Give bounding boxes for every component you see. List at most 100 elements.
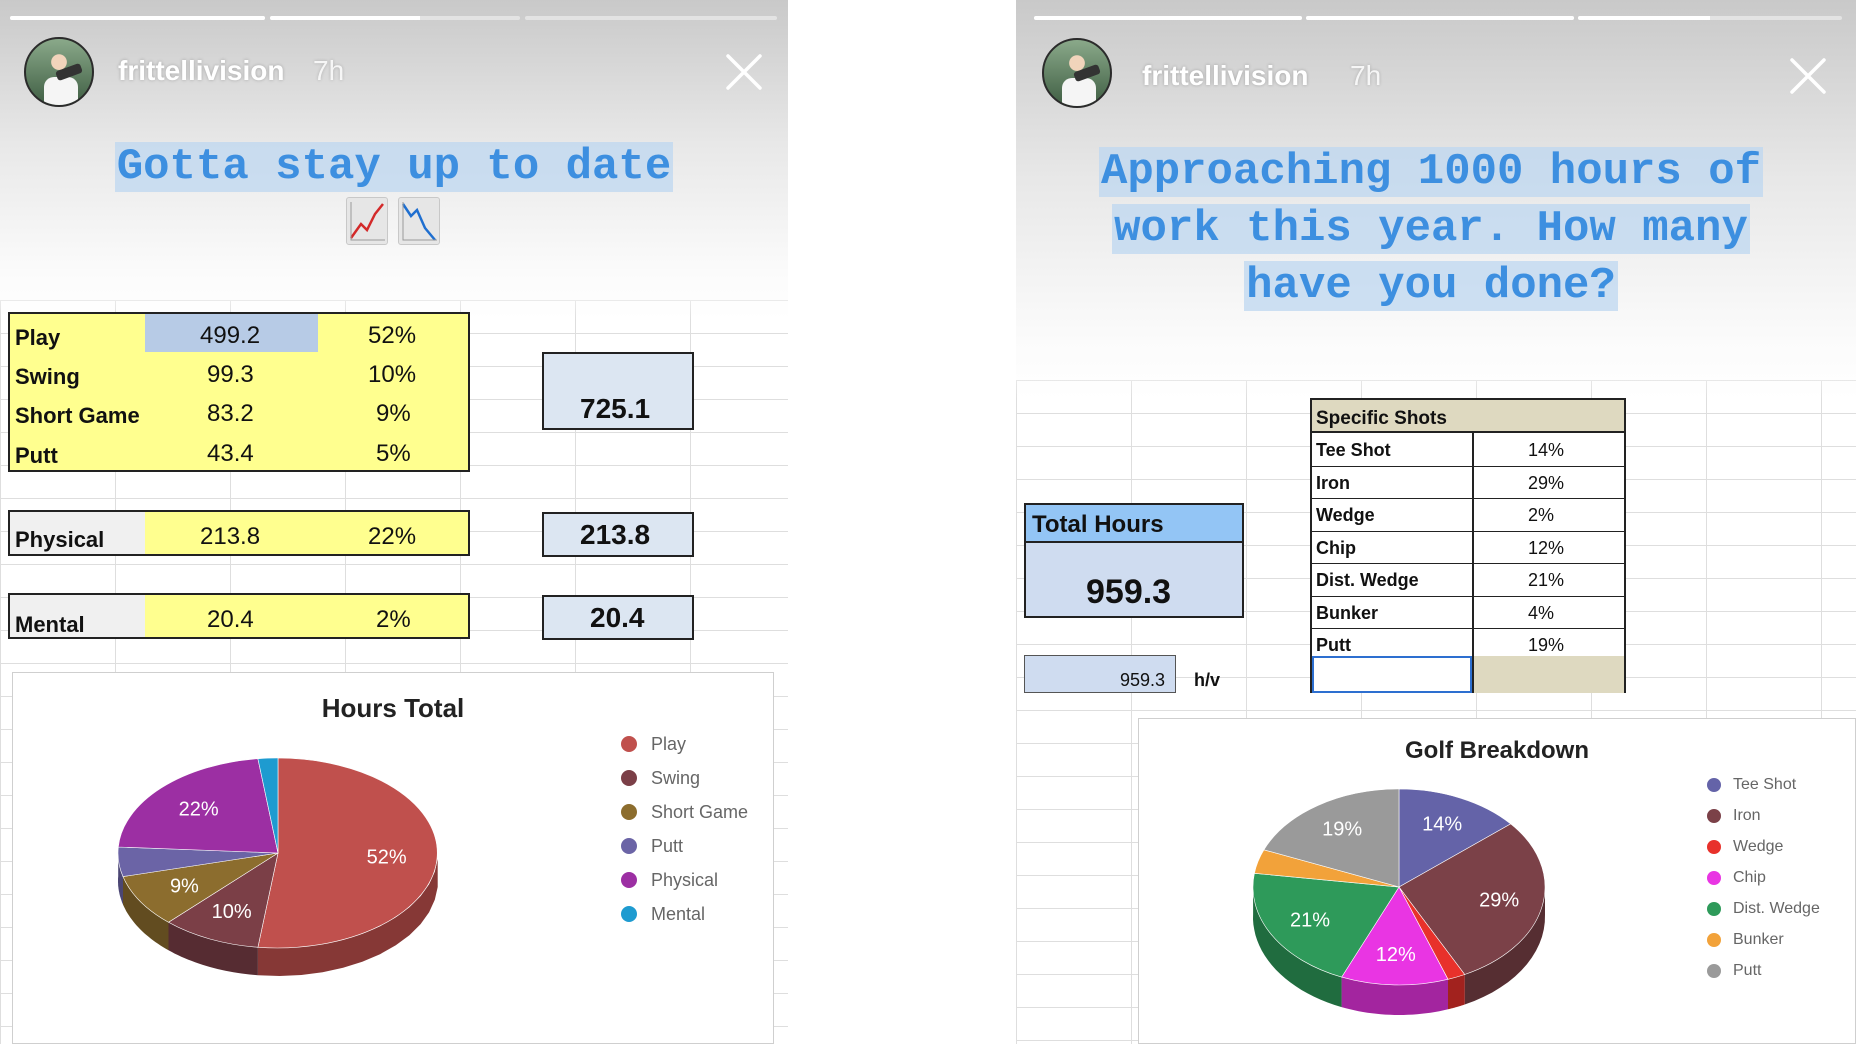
legend-swatch (621, 872, 637, 888)
total-hours-label: Total Hours (1032, 511, 1164, 538)
table-row-value: 4% (1528, 602, 1555, 623)
story-header-gradient (1016, 0, 1856, 400)
pie-chart: 14% 29% 12% 21% 19% (1252, 789, 1546, 1015)
total-hours-box (1024, 541, 1244, 618)
table-header: Specific Shots (1316, 408, 1447, 429)
username[interactable]: frittellivision (1142, 60, 1309, 91)
row-label: Play (15, 325, 61, 350)
legend-swatch (1707, 808, 1721, 823)
row-hours: 499.2 (200, 322, 261, 349)
pie-slice-short-game (122, 852, 279, 923)
row-pct: 10% (368, 361, 417, 388)
story-caption: Gotta stay up to date (114, 142, 674, 192)
pie-slice-side (168, 922, 258, 976)
legend-item: Bunker (1707, 924, 1820, 955)
legend-swatch (621, 838, 637, 854)
table-row-value: 14% (1528, 440, 1565, 460)
legend-swatch (1707, 932, 1721, 947)
row-hours: 43.4 (207, 440, 254, 467)
story-progress-segment (1034, 16, 1302, 20)
pie-data-label: 22% (179, 798, 219, 820)
legend-label: Dist. Wedge (1733, 899, 1820, 917)
legend-label: Putt (651, 835, 684, 856)
legend-label: Putt (1733, 961, 1762, 979)
legend-label: Tee Shot (1733, 775, 1797, 793)
total-hours-value: 959.3 (1086, 573, 1172, 611)
legend-label: Iron (1733, 806, 1761, 824)
pie-slice-side (1448, 974, 1465, 1010)
legend-label: Physical (651, 869, 719, 890)
pie-slice-dist-wedge (1252, 872, 1400, 978)
pie-data-label: 12% (1376, 944, 1416, 966)
story-progress-segment (525, 16, 777, 20)
pie-slice-side (1253, 884, 1342, 1008)
chart-legend: Tee Shot Iron Wedge Chip Dist. Wedge Bunker Pu… (1707, 769, 1820, 986)
total-value: 725.1 (580, 393, 651, 424)
total-box (542, 352, 694, 430)
legend-item: Dist. Wedge (1707, 893, 1820, 924)
pie-slice-side (118, 848, 123, 905)
close-button[interactable] (722, 50, 766, 94)
physical-total-box (542, 512, 694, 557)
legend-label: Chip (1733, 868, 1766, 886)
legend-item: Physical (621, 863, 748, 897)
pie-chart: 52% 10% 9% 22% (117, 757, 438, 976)
table-row-label: Bunker (1316, 602, 1379, 623)
small-value-cell[interactable] (1024, 655, 1176, 693)
small-unit: h/v (1194, 670, 1221, 690)
pie-data-label: 14% (1422, 814, 1462, 836)
row-pct: 9% (376, 400, 411, 427)
legend-item: Putt (1707, 955, 1820, 986)
table-row-label: Chip (1316, 537, 1356, 558)
time-ago: 7h (313, 55, 345, 86)
pie-slice-chip (1341, 886, 1449, 986)
story-progress-segment (1306, 16, 1574, 20)
legend-swatch (1707, 839, 1721, 854)
row-pct: 22% (368, 523, 417, 550)
row-label: Physical (15, 527, 105, 552)
table-row-value: 29% (1528, 472, 1565, 493)
selected-cell[interactable] (1312, 656, 1472, 693)
physical-total: 213.8 (580, 519, 651, 550)
row-label: Putt (15, 443, 58, 468)
row-hours: 83.2 (207, 400, 254, 427)
story-right[interactable]: frittellivision 7h Approaching 1000 hour… (1016, 0, 1856, 1044)
chart-panel: Hours Total 52% 10% 9% 22% Play Swing Short G… (12, 672, 774, 1044)
table-row-value: 21% (1528, 570, 1565, 590)
legend-item: Mental (621, 897, 748, 931)
table-row-label: Dist. Wedge (1316, 570, 1419, 590)
legend-swatch (621, 736, 637, 752)
row-label: Swing (15, 364, 80, 389)
small-value: 959.3 (1120, 670, 1166, 690)
username[interactable]: frittellivision (118, 55, 285, 86)
table-row-label: Iron (1316, 472, 1350, 493)
table-row-label: Wedge (1316, 505, 1375, 525)
pie-slice-tee-shot (1398, 789, 1512, 888)
pie-slice-mental (257, 757, 279, 854)
close-button[interactable] (1786, 54, 1830, 98)
selected-cell[interactable] (145, 314, 318, 352)
legend-item: Tee Shot (1707, 769, 1820, 800)
pie-data-label: 29% (1479, 889, 1519, 911)
row-hours: 99.3 (207, 361, 254, 388)
legend-item: Putt (621, 829, 748, 863)
avatar[interactable] (24, 37, 94, 107)
legend-item: Iron (1707, 800, 1820, 831)
chart-increasing-icon (346, 197, 388, 245)
legend-swatch (621, 906, 637, 922)
story-left[interactable]: frittellivision 7h Gotta stay up to date… (0, 0, 788, 1044)
pie-slice-physical (117, 758, 279, 854)
chart-legend: Play Swing Short Game Putt Physical Mental (621, 727, 748, 931)
legend-label: Wedge (1733, 837, 1784, 855)
legend-item: Short Game (621, 795, 748, 829)
row-pct: 2% (376, 606, 411, 633)
row-label: Short Game (15, 403, 140, 428)
legend-label: Bunker (1733, 930, 1784, 948)
pie-slice-play (257, 757, 438, 949)
chart-panel: Golf Breakdown 14% 29% 12% 21% 19% Tee Shot I… (1138, 718, 1856, 1044)
legend-swatch (621, 770, 637, 786)
legend-swatch (1707, 963, 1721, 978)
legend-swatch (621, 804, 637, 820)
legend-label: Mental (651, 903, 706, 924)
avatar[interactable] (1042, 38, 1112, 108)
